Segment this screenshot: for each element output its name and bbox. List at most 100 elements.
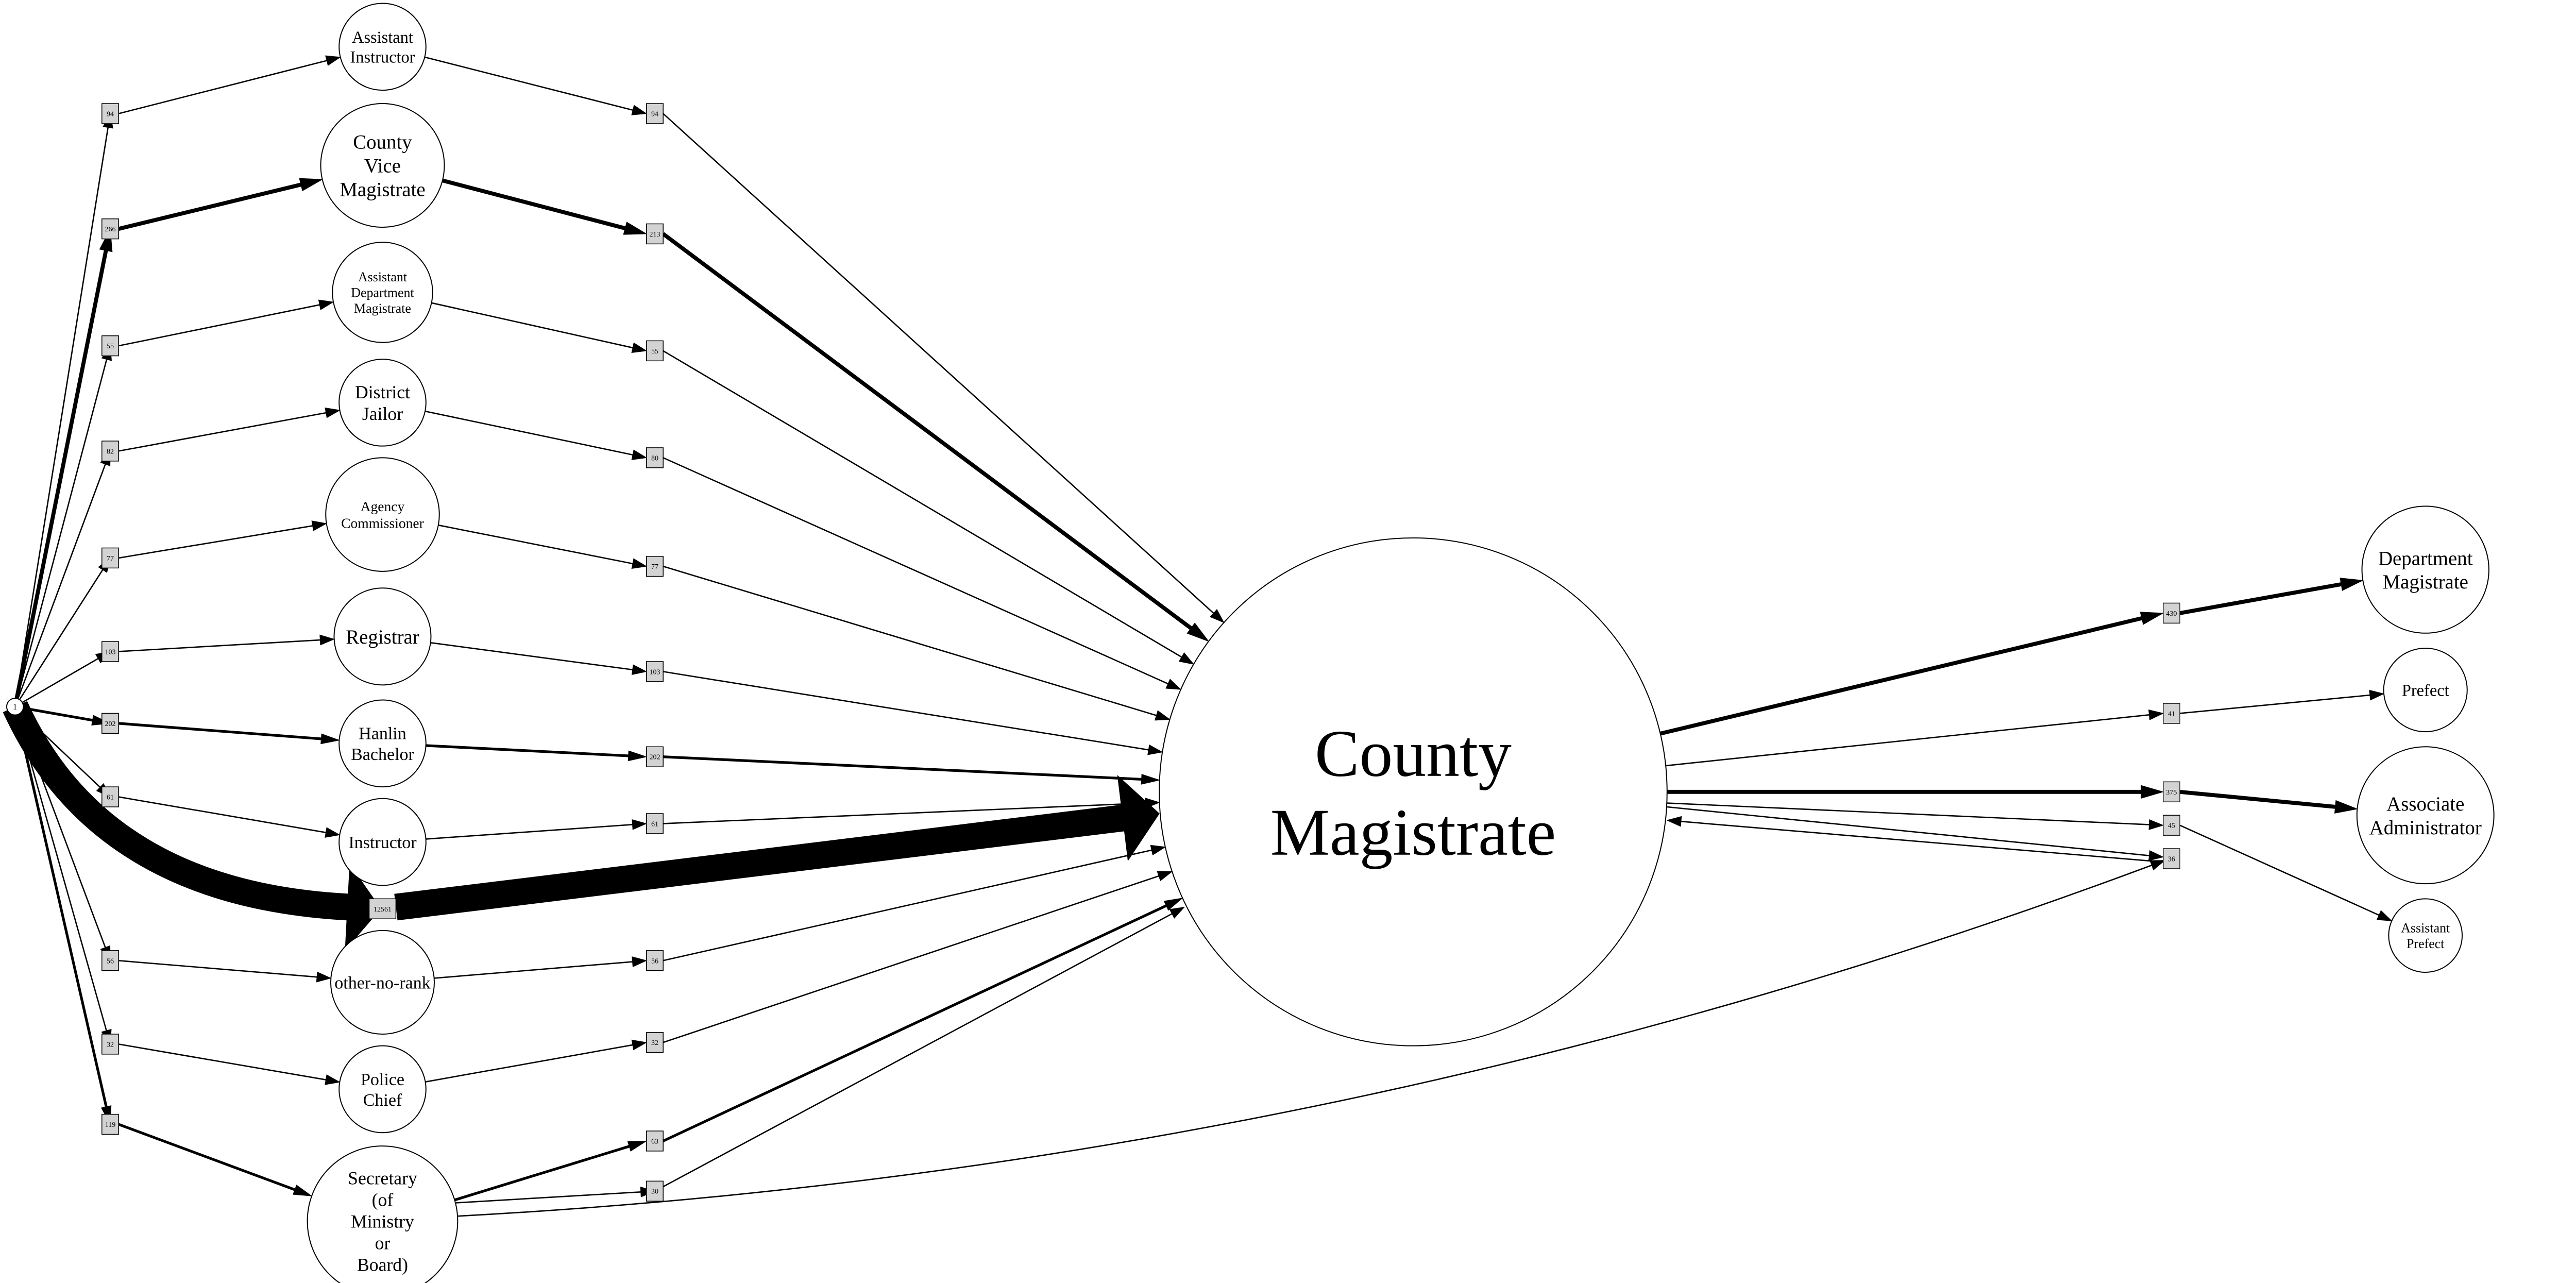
flow-police-chief-out	[425, 1044, 633, 1083]
flow-other-no-rank-out-arrowhead	[632, 956, 648, 967]
flow-agency-commissioner-in	[118, 525, 313, 559]
flow-to-prefect-b-arrowhead	[2369, 689, 2385, 701]
flow-instructor-out	[426, 824, 633, 840]
count-agency-commissioner-right: 77	[646, 555, 664, 577]
flow-assistant-department-magistrate-to-center	[663, 350, 1182, 658]
flow-police-chief-to-center	[663, 875, 1159, 1043]
count-return: 36	[2162, 848, 2180, 869]
flow-registrar-in	[118, 639, 320, 652]
count-county-vice-magistrate-right-text: 213	[649, 231, 660, 239]
node-registrar-label-line: Registrar	[346, 626, 419, 648]
node-assistant-prefect-label-line: Assistant	[2401, 920, 2450, 935]
flow-to-prefect-a	[1666, 714, 2149, 767]
flow-registrar-to-center	[663, 671, 1149, 751]
count-agency-commissioner-right-box	[646, 555, 664, 577]
count-registrar-left-text: 103	[105, 648, 115, 656]
count-registrar-left: 103	[101, 641, 119, 662]
count-district-jailor-right: 80	[646, 447, 664, 468]
flow-return-out-arrowhead	[2148, 850, 2164, 861]
count-registrar-right-text: 103	[649, 668, 660, 676]
count-assistant-instructor-left-text: 94	[107, 110, 114, 118]
count-county-vice-magistrate-right-box	[646, 223, 664, 245]
flow-instructor-in-arrowhead	[325, 827, 341, 838]
flow-assistant-instructor-out	[425, 56, 633, 111]
flow-county-vice-magistrate-to-center	[662, 232, 1193, 630]
count-hanlin-bachelor-left-text: 202	[105, 720, 115, 728]
node-department-magistrate-label-line: Department	[2378, 547, 2473, 569]
node-county-vice-magistrate-circle	[320, 103, 445, 228]
flow-secretary-in	[118, 1123, 296, 1191]
node-secretary-label-line: Secretary	[348, 1168, 417, 1188]
node-department-magistrate-label-line: Magistrate	[2383, 571, 2468, 593]
flow-hanlin-bachelor-to-center	[663, 755, 1142, 781]
count-associate-administrator-box	[2162, 781, 2180, 803]
count-assistant-instructor-right-text: 94	[651, 110, 658, 118]
flow-secretary-long-arrowhead	[2149, 860, 2166, 871]
count-secretary-right-box	[646, 1130, 664, 1152]
flow-to-department-magistrate-a	[1659, 616, 2142, 736]
count-agency-commissioner-left-box	[101, 547, 119, 569]
flow-hanlin-bachelor-out-arrowhead	[628, 750, 648, 762]
flow-assistant-instructor-src	[14, 127, 109, 707]
flow-direct-main	[394, 804, 1125, 921]
node-county-magistrate-label-line: County	[1315, 717, 1512, 791]
count-secretary-extra: 30	[646, 1180, 664, 1202]
count-secretary-left: 119	[101, 1113, 119, 1135]
flow-county-vice-magistrate-src	[13, 250, 108, 707]
flow-to-associate-administrator-b-arrowhead	[2334, 800, 2359, 814]
node-county-magistrate-label-line: Magistrate	[1270, 796, 1556, 870]
count-county-vice-magistrate-left-box	[101, 218, 119, 240]
flow-to-department-magistrate-b	[2179, 582, 2342, 615]
node-registrar-circle	[333, 587, 432, 686]
node-assistant-department-magistrate-label-line: Assistant	[358, 269, 408, 284]
flow-district-jailor-out-arrowhead	[631, 449, 648, 460]
flow-district-jailor-src	[14, 464, 106, 707]
edges-layer	[3, 55, 2393, 1217]
count-district-jailor-left-text: 82	[107, 448, 114, 455]
node-secretary-label-line: (of	[372, 1189, 394, 1210]
node-police-chief: Police Chief	[338, 1045, 427, 1134]
flow-assistant-instructor-out-arrowhead	[631, 105, 648, 115]
count-assistant-prefect-box	[2162, 815, 2180, 836]
flow-registrar-to-center-arrowhead	[1147, 744, 1163, 755]
flow-police-chief-in-arrowhead	[325, 1074, 341, 1085]
flow-secretary-out	[454, 1145, 630, 1202]
count-instructor-left: 61	[101, 786, 119, 807]
node-other-no-rank: other-no-rank	[330, 930, 435, 1035]
count-assistant-department-magistrate-right: 55	[646, 340, 664, 362]
node-prefect-circle	[2383, 647, 2468, 733]
node-agency-commissioner-label-line: Agency	[361, 498, 405, 514]
count-other-no-rank-right: 56	[646, 950, 664, 971]
count-hanlin-bachelor-left: 202	[101, 713, 119, 734]
count-assistant-department-magistrate-left: 55	[101, 335, 119, 357]
node-assistant-prefect-label-line: Prefect	[2406, 936, 2445, 951]
flow-to-associate-administrator-b	[2179, 789, 2336, 809]
source-node-label-line: 1	[13, 702, 17, 712]
count-district-jailor-right-text: 80	[651, 454, 658, 462]
flow-assistant-department-magistrate-src	[14, 359, 108, 707]
count-assistant-department-magistrate-left-box	[101, 335, 119, 357]
flow-other-no-rank-in	[118, 959, 317, 978]
flow-police-chief-out-arrowhead	[631, 1039, 648, 1051]
count-assistant-prefect: 45	[2162, 815, 2180, 836]
flow-to-prefect-b	[2180, 694, 2370, 714]
count-other-no-rank-right-text: 56	[651, 957, 658, 965]
node-secretary-circle	[307, 1145, 459, 1283]
flow-assistant-department-magistrate-out-arrowhead	[631, 342, 648, 353]
count-associate-administrator: 375	[2162, 781, 2180, 803]
node-county-magistrate-circle	[1159, 537, 1668, 1046]
node-registrar: Registrar	[333, 587, 432, 686]
count-prefect-text: 41	[2168, 710, 2175, 718]
node-assistant-instructor-label-line: Instructor	[350, 48, 415, 66]
node-police-chief-label-line: Chief	[363, 1091, 402, 1110]
flow-county-vice-magistrate-in-arrowhead	[299, 178, 324, 192]
